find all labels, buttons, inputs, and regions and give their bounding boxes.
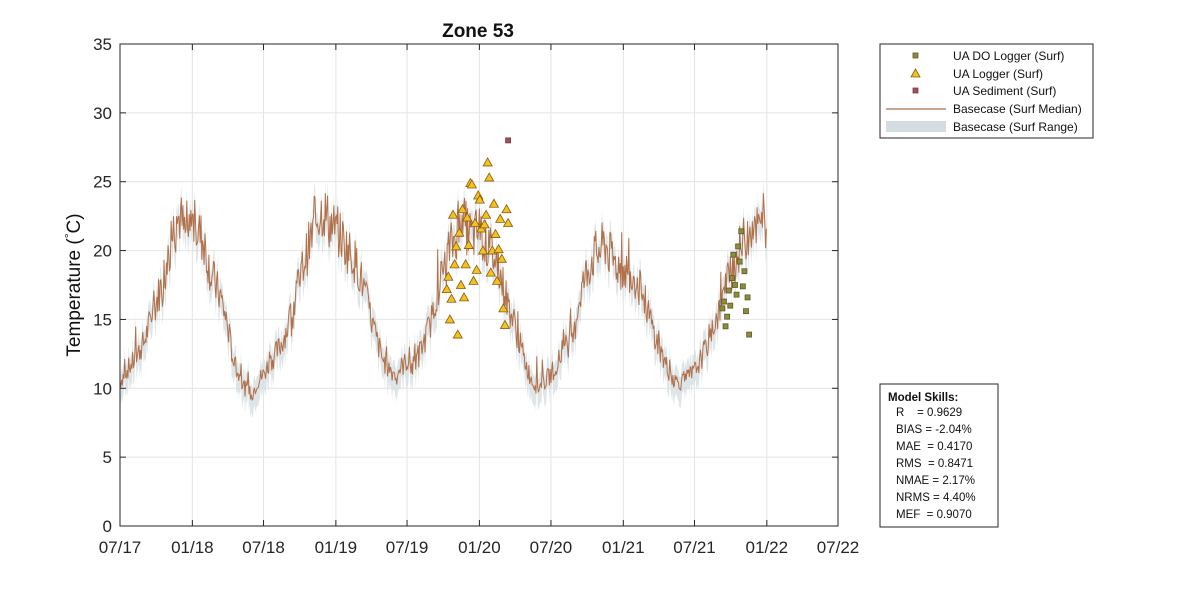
legend-marker-sediment <box>913 88 918 93</box>
do-logger-point <box>747 332 752 337</box>
model-skill-mae: MAE = 0.4170 <box>896 441 972 453</box>
do-logger-point <box>740 284 745 289</box>
legend-label-range: Basecase (Surf Range) <box>953 120 1078 134</box>
do-logger-point <box>728 303 733 308</box>
sediment-point <box>506 138 511 143</box>
model-skill-nmae: NMAE = 2.17% <box>896 475 975 487</box>
y-tick-label: 5 <box>103 448 112 467</box>
x-tick-label: 01/19 <box>315 538 358 557</box>
do-logger-point <box>743 309 748 314</box>
do-logger-point <box>745 295 750 300</box>
do-logger-point <box>739 229 744 234</box>
do-logger-point <box>729 276 734 281</box>
y-tick-label: 10 <box>93 379 112 398</box>
x-tick-label: 07/22 <box>817 538 860 557</box>
model-skill-nrms: NRMS = 4.40% <box>896 492 976 504</box>
legend-marker-do-logger <box>913 53 918 58</box>
y-tick-label: 20 <box>93 242 112 261</box>
do-logger-point <box>732 283 737 288</box>
legend-label-sediment: UA Sediment (Surf) <box>953 84 1056 98</box>
legend: UA DO Logger (Surf) UA Logger (Surf) UA … <box>880 44 1093 138</box>
y-tick-label: 15 <box>93 310 112 329</box>
x-tick-label: 01/22 <box>746 538 789 557</box>
model-skills-frame <box>880 384 998 527</box>
do-logger-point <box>742 269 747 274</box>
do-logger-point <box>725 314 730 319</box>
model-skill-bias: BIAS = -2.04% <box>896 424 972 436</box>
x-tick-label: 01/18 <box>171 538 214 557</box>
y-axis-label-main: Temperature <box>64 245 85 357</box>
do-logger-point <box>731 252 736 257</box>
do-logger-point <box>736 244 741 249</box>
do-logger-point <box>720 306 725 311</box>
model-skill-r: R = 0.9629 <box>896 407 962 419</box>
y-tick-label: 30 <box>93 104 112 123</box>
x-tick-label: 07/19 <box>386 538 429 557</box>
x-tick-label: 07/20 <box>530 538 573 557</box>
y-tick-label: 35 <box>93 35 112 54</box>
do-logger-point <box>721 299 726 304</box>
x-tick-label: 01/21 <box>602 538 645 557</box>
x-tick-label: 07/18 <box>242 538 285 557</box>
y-tick-label: 0 <box>103 517 112 536</box>
do-logger-point <box>726 288 731 293</box>
model-skill-mef: MEF = 0.9070 <box>896 509 972 521</box>
chart-title: Zone 53 <box>442 21 514 42</box>
model-skill-rms: RMS = 0.8471 <box>896 458 973 470</box>
y-axis-label-unit: C) <box>64 213 85 233</box>
do-logger-point <box>737 259 742 264</box>
do-logger-point <box>723 324 728 329</box>
x-tick-label: 07/17 <box>99 538 142 557</box>
do-logger-point <box>734 292 739 297</box>
legend-label-median: Basecase (Surf Median) <box>953 102 1082 116</box>
x-tick-label: 01/20 <box>458 538 501 557</box>
legend-label-ua-logger: UA Logger (Surf) <box>953 67 1043 81</box>
y-tick-label: 25 <box>93 173 112 192</box>
legend-label-do-logger: UA DO Logger (Surf) <box>953 49 1064 63</box>
legend-marker-range-band <box>886 121 946 132</box>
model-skills-heading: Model Skills: <box>888 392 958 404</box>
x-tick-label: 07/21 <box>673 538 716 557</box>
model-skills-box: Model Skills: R = 0.9629 BIAS = -2.04% M… <box>880 384 998 527</box>
